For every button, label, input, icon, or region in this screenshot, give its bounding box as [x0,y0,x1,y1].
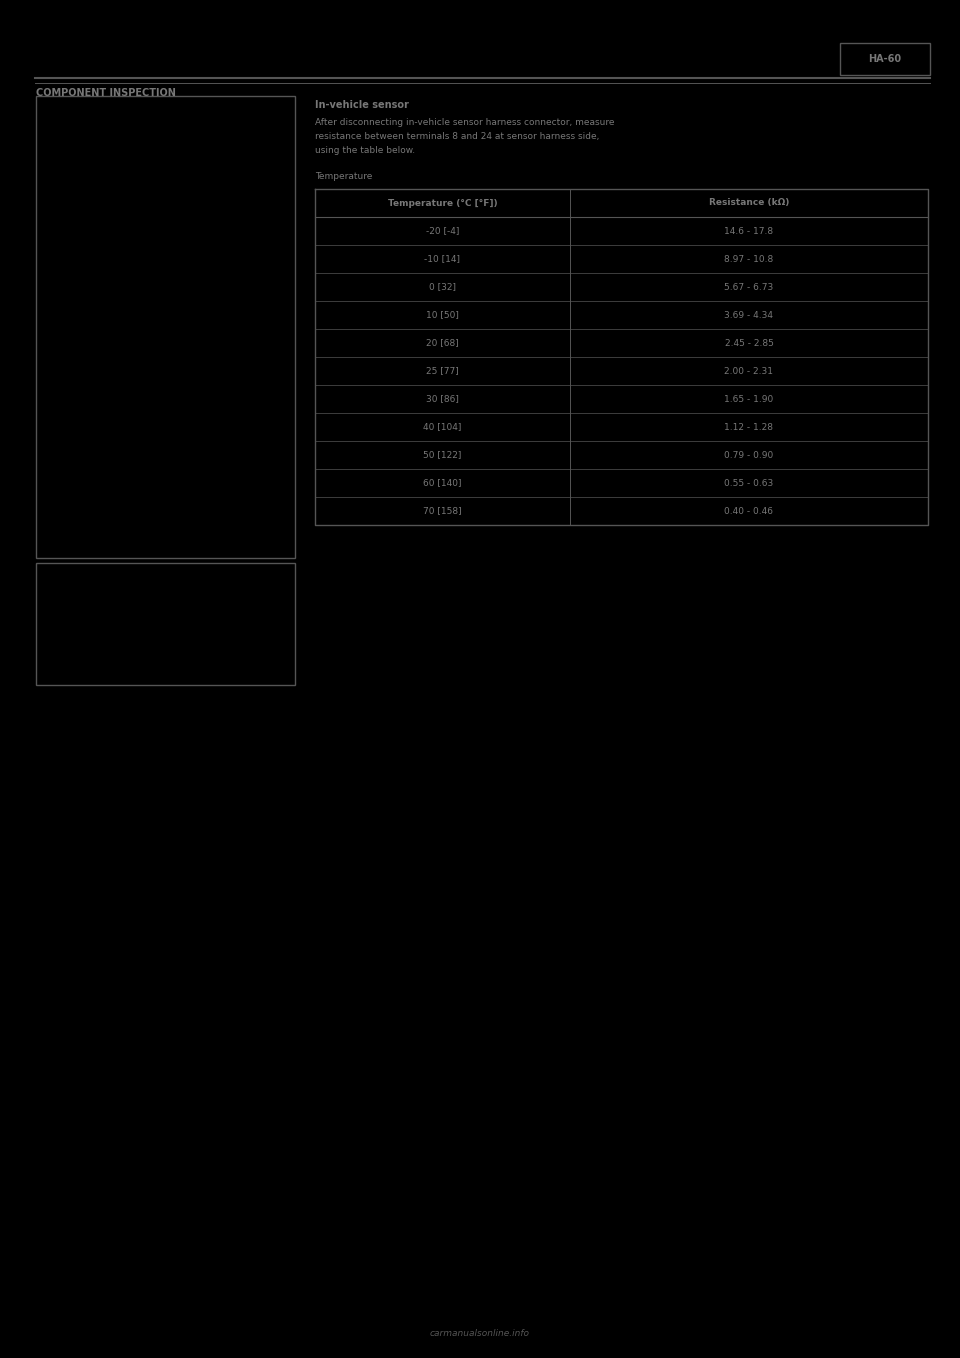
Text: Resistance (kΩ): Resistance (kΩ) [708,198,789,208]
Text: After disconnecting in-vehicle sensor harness connector, measure: After disconnecting in-vehicle sensor ha… [315,118,614,128]
Text: 20 [68]: 20 [68] [426,338,459,348]
Text: -10 [14]: -10 [14] [424,254,461,263]
Text: 50 [122]: 50 [122] [423,451,462,459]
Text: 2.00 - 2.31: 2.00 - 2.31 [725,367,774,376]
Text: resistance between terminals 8 and 24 at sensor harness side,: resistance between terminals 8 and 24 at… [315,132,599,141]
Text: 0 [32]: 0 [32] [429,282,456,292]
Text: 8.97 - 10.8: 8.97 - 10.8 [725,254,774,263]
Text: 0.40 - 0.46: 0.40 - 0.46 [725,507,774,516]
Bar [36,96,295,558]
Text: 0.79 - 0.90: 0.79 - 0.90 [725,451,774,459]
Text: In-vehicle sensor: In-vehicle sensor [315,100,409,110]
Bar [840,43,930,75]
Text: 1.12 - 1.28: 1.12 - 1.28 [725,422,774,432]
Text: 5.67 - 6.73: 5.67 - 6.73 [725,282,774,292]
Text: 2.45 - 2.85: 2.45 - 2.85 [725,338,774,348]
Text: carmanualsonline.info: carmanualsonline.info [430,1329,530,1338]
Text: 14.6 - 17.8: 14.6 - 17.8 [725,227,774,235]
Text: 30 [86]: 30 [86] [426,395,459,403]
Text: 40 [104]: 40 [104] [423,422,462,432]
Text: COMPONENT INSPECTION: COMPONENT INSPECTION [36,88,176,98]
Text: 1.65 - 1.90: 1.65 - 1.90 [725,395,774,403]
Text: using the table below.: using the table below. [315,147,415,155]
Text: 70 [158]: 70 [158] [423,507,462,516]
Text: 60 [140]: 60 [140] [423,478,462,488]
Text: -20 [-4]: -20 [-4] [426,227,459,235]
Text: 0.55 - 0.63: 0.55 - 0.63 [725,478,774,488]
Bar [36,564,295,684]
Text: Temperature: Temperature [315,172,372,181]
Text: 10 [50]: 10 [50] [426,311,459,319]
Text: HA-60: HA-60 [869,54,901,64]
Text: 25 [77]: 25 [77] [426,367,459,376]
Text: 3.69 - 4.34: 3.69 - 4.34 [725,311,774,319]
Text: Temperature (°C [°F]): Temperature (°C [°F]) [388,198,497,208]
